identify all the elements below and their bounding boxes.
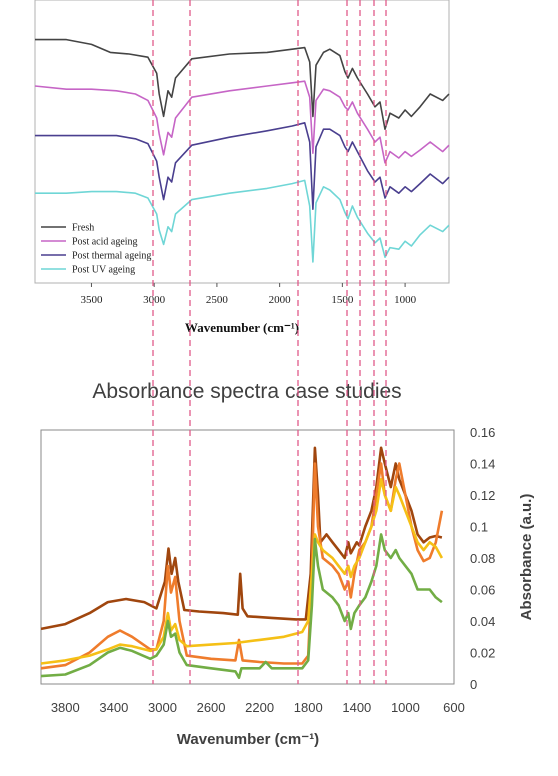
legend-label-3: Post thermal ageing xyxy=(72,251,151,262)
top-x-tick-label-2: 3000 xyxy=(143,294,166,306)
bottom-x-tick-label-7: 1400 xyxy=(342,700,371,715)
top-x-ticks: 3500 3000 2500 2000 1500 1000 xyxy=(80,283,417,306)
bottom-y-tick-label-1: 0 xyxy=(470,677,477,692)
top-x-tick-label-5: 1500 xyxy=(331,294,354,306)
top-series-line-1 xyxy=(35,38,450,130)
bottom-x-tick-label-8: 1000 xyxy=(391,700,420,715)
top-x-axis-label: Wavenumber (cm⁻¹) xyxy=(185,320,299,335)
bottom-y-tick-label-6: 0.1 xyxy=(470,520,488,535)
bottom-series-line-4 xyxy=(40,533,443,679)
bottom-y-tick-label-8: 0.14 xyxy=(470,457,495,472)
bottom-series-line-2 xyxy=(40,462,444,670)
top-plot-frame xyxy=(34,0,450,284)
bottom-x-tick-label-5: 2200 xyxy=(245,700,274,715)
top-x-tick-label-6: 1000 xyxy=(394,294,417,306)
bottom-chart: Absorbance spectra case studies 3800 3400… xyxy=(40,380,535,748)
bottom-series-group xyxy=(40,446,444,679)
bottom-x-tick-label-2: 3400 xyxy=(99,700,128,715)
legend-label-4: Post UV ageing xyxy=(72,265,135,276)
top-series-group xyxy=(34,38,450,263)
legend-label-1: Fresh xyxy=(72,223,94,234)
top-series-line-2 xyxy=(34,80,450,164)
legend-label-2: Post acid ageing xyxy=(72,237,138,248)
bottom-x-ticks: 3800 3400 3000 2600 2200 1800 1400 1000 600 xyxy=(51,700,465,715)
bottom-x-axis-label: Wavenumber (cm⁻¹) xyxy=(177,731,319,748)
bottom-y-tick-label-9: 0.16 xyxy=(470,425,495,440)
bottom-y-tick-label-3: 0.04 xyxy=(470,614,495,629)
bottom-y-tick-label-7: 0.12 xyxy=(470,488,495,503)
bottom-series-line-1 xyxy=(40,446,443,631)
bottom-x-tick-label-9: 600 xyxy=(443,700,465,715)
bottom-y-tick-label-5: 0.08 xyxy=(470,551,495,566)
bottom-x-tick-label-3: 3000 xyxy=(148,700,177,715)
top-x-tick-label-3: 2500 xyxy=(206,294,229,306)
bottom-x-tick-label-4: 2600 xyxy=(197,700,226,715)
top-series-line-4 xyxy=(35,179,450,263)
bottom-y-tick-label-4: 0.06 xyxy=(470,583,495,598)
bottom-x-tick-label-6: 1800 xyxy=(294,700,323,715)
bottom-chart-title: Absorbance spectra case studies xyxy=(92,380,401,403)
top-chart: Fresh Post acid ageing Post thermal ageing… xyxy=(34,0,450,335)
bottom-y-tick-label-2: 0.02 xyxy=(470,646,495,661)
bottom-y-axis-label: Absorbance (a.u.) xyxy=(518,494,535,621)
bottom-y-ticks: 0 0.02 0.04 0.06 0.08 0.1 0.12 0.14 0.16 xyxy=(470,425,495,692)
top-series-line-3 xyxy=(35,122,450,210)
top-x-tick-label-4: 2000 xyxy=(269,294,292,306)
bottom-x-tick-label-1: 3800 xyxy=(51,700,80,715)
dashed-guides xyxy=(152,0,387,684)
top-x-tick-label-1: 3500 xyxy=(80,294,103,306)
top-legend: Fresh Post acid ageing Post thermal ageing… xyxy=(41,223,151,276)
bottom-series-line-3 xyxy=(40,478,444,665)
